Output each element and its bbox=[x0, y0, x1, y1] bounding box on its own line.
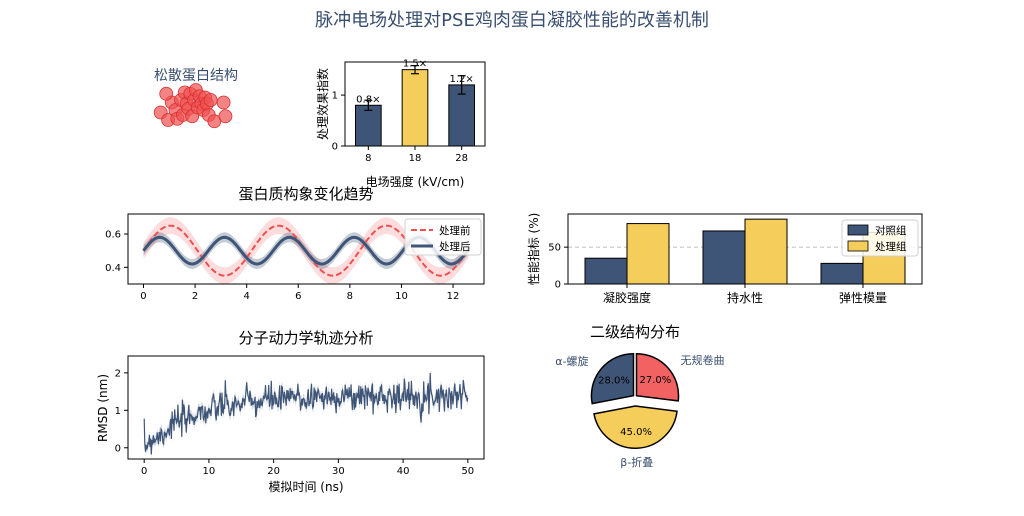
control-bar bbox=[702, 230, 746, 285]
efficiency-xlabel: 电场强度 (kV/cm) bbox=[366, 174, 465, 189]
control-bar bbox=[820, 262, 864, 285]
rmsd-band bbox=[144, 368, 468, 460]
bar-value-label: 0.8× bbox=[356, 94, 380, 105]
pie-plot: 27.0% 无规卷曲 45.0% β-折叠 28.0% α-螺旋 bbox=[555, 353, 724, 469]
bar-value-label: 1.5× bbox=[403, 59, 427, 70]
efficiency-bar bbox=[355, 104, 382, 147]
y-tick-label: 1 bbox=[115, 406, 121, 417]
y-tick-label: 0.6 bbox=[105, 230, 121, 241]
legend-label-treated: 处理组 bbox=[875, 240, 907, 253]
x-tick-label: 凝胶强度 bbox=[603, 290, 651, 305]
rmsd-line bbox=[143, 372, 469, 455]
pie-percent-label: 45.0% bbox=[620, 427, 652, 438]
scatter-point bbox=[218, 109, 233, 124]
figure-title: 脉冲电场处理对PSE鸡肉蛋白凝胶性能的改善机制 bbox=[315, 10, 709, 31]
properties-legend: 对照组 处理组 bbox=[841, 219, 919, 257]
pie-slice bbox=[593, 405, 678, 450]
scatter-title: 松散蛋白结构 bbox=[154, 68, 238, 84]
legend-swatch-control bbox=[847, 224, 869, 236]
x-tick-label: 0 bbox=[141, 466, 147, 477]
pie-percent-label: 27.0% bbox=[640, 375, 672, 386]
scatter-point bbox=[203, 93, 218, 107]
bar-value-label: 1.2× bbox=[450, 74, 474, 85]
pie-slice bbox=[590, 352, 635, 405]
x-tick-label: 20 bbox=[267, 466, 280, 477]
legend-label-control: 对照组 bbox=[875, 224, 907, 237]
y-tick-label: 0 bbox=[115, 443, 121, 454]
rmsd-axes-frame bbox=[127, 355, 485, 460]
scatter-points bbox=[153, 83, 233, 129]
rmsd-plot bbox=[143, 368, 469, 460]
legend-swatch-treated bbox=[847, 240, 869, 252]
panel-bar-efficiency: 0.8× 1.5× 1.2× 8 18 28 0 1 电场强度 (kV/cm) 处理效果指数 bbox=[315, 59, 486, 189]
x-tick-label: 0 bbox=[140, 291, 146, 302]
scatter-point bbox=[159, 86, 174, 101]
y-tick-label: 2 bbox=[115, 368, 121, 379]
pie-category-label: β-折叠 bbox=[620, 455, 653, 469]
efficiency-bars: 0.8× 1.5× 1.2× bbox=[355, 59, 476, 147]
y-tick-label: 1 bbox=[332, 91, 338, 102]
control-bar bbox=[584, 257, 628, 285]
panel-bar-properties: 凝胶强度 持水性 弹性模量 0 50 性能指标 (%) 对照组 处理组 bbox=[526, 213, 923, 305]
x-tick-label: 18 bbox=[409, 153, 422, 164]
pie-percent-label: 28.0% bbox=[598, 376, 630, 387]
legend-label-before: 处理前 bbox=[439, 224, 471, 237]
treated-bar bbox=[626, 223, 670, 285]
x-tick-label: 6 bbox=[295, 291, 301, 302]
efficiency-bar bbox=[448, 84, 476, 147]
treated-bar bbox=[744, 218, 788, 285]
rmsd-ylabel: RMSD (nm) bbox=[96, 374, 110, 442]
panel-pie: 二级结构分布 27.0% 无规卷曲 45.0% β-折叠 28.0% α-螺旋 bbox=[555, 323, 724, 469]
efficiency-ylabel: 处理效果指数 bbox=[315, 68, 330, 140]
x-tick-label: 50 bbox=[461, 466, 474, 477]
y-tick-label: 50 bbox=[548, 243, 561, 254]
efficiency-bar bbox=[401, 69, 429, 147]
pie-category-label: α-螺旋 bbox=[555, 354, 588, 368]
y-tick-label: 0.4 bbox=[105, 263, 121, 274]
y-tick-label: 0 bbox=[555, 280, 561, 291]
legend-label-after: 处理后 bbox=[439, 241, 471, 253]
panel-scatter: 松散蛋白结构 bbox=[153, 68, 238, 129]
x-tick-label: 12 bbox=[447, 291, 460, 302]
panel-line-conformation: 蛋白质构象变化趋势 0 2 4 6 8 10 12 0.4 0.6 处理前 处理后 bbox=[105, 185, 485, 302]
x-tick-label: 10 bbox=[203, 466, 216, 477]
x-tick-label: 10 bbox=[395, 291, 408, 302]
pie-category-label: 无规卷曲 bbox=[681, 353, 725, 367]
x-tick-label: 28 bbox=[455, 153, 468, 164]
pie-slice bbox=[635, 352, 680, 402]
properties-ylabel: 性能指标 (%) bbox=[526, 213, 541, 286]
panel-line-rmsd: 分子动力学轨迹分析 0 10 20 30 40 50 0 1 2 模拟时间 (ns) RMSD … bbox=[96, 329, 485, 494]
scatter-point bbox=[216, 95, 231, 110]
y-tick-label: 0 bbox=[332, 142, 338, 153]
conformation-title: 蛋白质构象变化趋势 bbox=[238, 185, 373, 203]
x-tick-label: 持水性 bbox=[727, 290, 763, 305]
pie-title: 二级结构分布 bbox=[590, 323, 680, 341]
x-tick-label: 30 bbox=[332, 466, 345, 477]
conformation-plot bbox=[142, 217, 470, 284]
x-tick-label: 4 bbox=[243, 291, 249, 302]
rmsd-title: 分子动力学轨迹分析 bbox=[238, 329, 373, 347]
x-tick-label: 8 bbox=[365, 153, 371, 164]
x-tick-label: 40 bbox=[397, 466, 410, 477]
x-tick-label: 弹性模量 bbox=[839, 291, 887, 305]
x-tick-label: 8 bbox=[347, 291, 353, 302]
conformation-legend: 处理前 处理后 bbox=[404, 218, 482, 256]
rmsd-xlabel: 模拟时间 (ns) bbox=[268, 480, 343, 494]
conformation-axes-frame bbox=[127, 213, 485, 285]
x-tick-label: 2 bbox=[192, 291, 198, 302]
